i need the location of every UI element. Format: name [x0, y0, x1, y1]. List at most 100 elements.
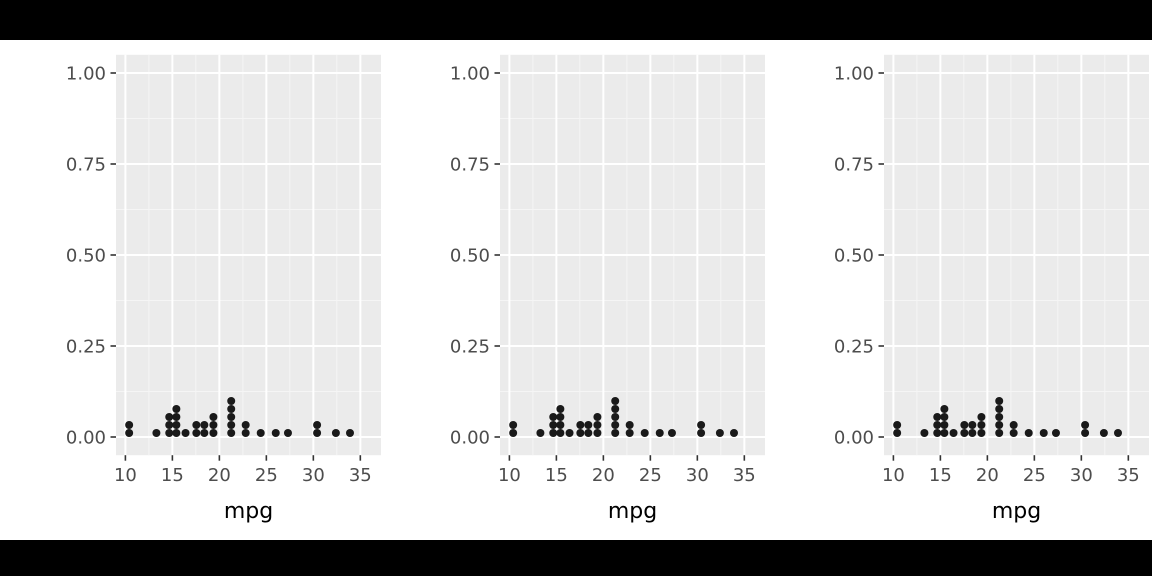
data-dot	[227, 421, 236, 429]
data-dot	[165, 413, 174, 421]
y-tick-label: 0.00	[834, 428, 874, 449]
data-dot	[172, 413, 181, 421]
data-dot	[556, 405, 565, 413]
data-dot	[271, 429, 280, 437]
data-dot	[192, 429, 201, 437]
data-dot	[1113, 429, 1122, 437]
data-dot	[509, 421, 518, 429]
data-dot	[549, 413, 558, 421]
data-dot	[933, 413, 942, 421]
y-tick-label: 0.75	[450, 155, 490, 176]
x-tick-label: 20	[208, 465, 231, 486]
data-dot	[313, 421, 322, 429]
data-dot	[256, 429, 265, 437]
data-dot	[152, 429, 161, 437]
x-tick-label: 15	[161, 465, 184, 486]
letterbox-top	[0, 0, 1152, 40]
y-tick-label: 0.50	[66, 246, 106, 267]
x-tick-label: 35	[349, 465, 372, 486]
data-dot	[1081, 429, 1090, 437]
data-dot	[200, 429, 209, 437]
data-dot	[640, 429, 649, 437]
data-dot	[227, 429, 236, 437]
data-dot	[995, 429, 1004, 437]
data-dot	[940, 429, 949, 437]
data-dot	[625, 429, 634, 437]
data-dot	[697, 429, 706, 437]
y-tick-label: 0.00	[450, 428, 490, 449]
data-dot	[593, 429, 602, 437]
data-dot	[576, 421, 585, 429]
x-tick-label: 30	[302, 465, 325, 486]
x-tick-label: 30	[1070, 465, 1093, 486]
data-dot	[893, 429, 902, 437]
data-dot	[200, 421, 209, 429]
data-dot	[549, 429, 558, 437]
x-axis-title: mpg	[992, 499, 1041, 524]
data-dot	[576, 429, 585, 437]
x-tick-label: 25	[639, 465, 662, 486]
data-dot	[556, 413, 565, 421]
y-tick-label: 0.50	[450, 246, 490, 267]
data-dot	[940, 405, 949, 413]
data-dot	[549, 421, 558, 429]
data-dot	[949, 429, 958, 437]
x-tick-label: 30	[686, 465, 709, 486]
x-tick-label: 35	[1117, 465, 1140, 486]
dotplot-panel-3: 1.00 0.75 0.50 0.25 0.00 10 15 20 25 30 35 mpg	[768, 40, 1152, 540]
data-dot	[331, 429, 340, 437]
data-dot	[181, 429, 190, 437]
data-dot	[611, 397, 620, 405]
data-dot	[172, 429, 181, 437]
data-dot	[977, 429, 986, 437]
dotplot-panel-1: 1.00 0.75 0.50 0.25 0.00 10 15 20 25 30 35 mpg	[0, 40, 384, 540]
data-dot	[227, 405, 236, 413]
data-dot	[556, 421, 565, 429]
data-dot	[556, 429, 565, 437]
data-dot	[1099, 429, 1108, 437]
data-dot	[920, 429, 929, 437]
y-tick-label: 0.00	[66, 428, 106, 449]
data-dot	[715, 429, 724, 437]
data-dot	[1081, 421, 1090, 429]
plot-canvas: 1.00 0.75 0.50 0.25 0.00 10 15 20 25 30 35 mpg 1.00…	[0, 40, 1152, 540]
data-dot	[611, 429, 620, 437]
data-dot	[729, 429, 738, 437]
data-dot	[968, 429, 977, 437]
data-dot	[536, 429, 545, 437]
data-dot	[125, 429, 134, 437]
y-tick-label: 0.50	[834, 246, 874, 267]
data-dot	[893, 421, 902, 429]
y-tick-label: 1.00	[66, 64, 106, 85]
dotplot-svg-1: 1.00 0.75 0.50 0.25 0.00 10 15 20 25 30 35 mpg	[66, 54, 381, 524]
data-dot	[565, 429, 574, 437]
data-dot	[611, 421, 620, 429]
x-tick-label: 10	[498, 465, 521, 486]
data-dot	[995, 405, 1004, 413]
data-dot	[593, 413, 602, 421]
data-dot	[241, 421, 250, 429]
data-dot	[584, 429, 593, 437]
data-dot	[209, 413, 218, 421]
data-dot	[933, 429, 942, 437]
data-dot	[995, 421, 1004, 429]
data-dot	[165, 421, 174, 429]
data-dot	[611, 405, 620, 413]
x-tick-label: 10	[882, 465, 905, 486]
data-dot	[509, 429, 518, 437]
dotplot-svg-3: 1.00 0.75 0.50 0.25 0.00 10 15 20 25 30 35 mpg	[834, 54, 1149, 524]
letterbox-bottom	[0, 540, 1152, 576]
dotplot-panel-2: 1.00 0.75 0.50 0.25 0.00 10 15 20 25 30 35 mpg	[384, 40, 768, 540]
data-dot	[165, 429, 174, 437]
data-dot	[584, 421, 593, 429]
data-dot	[697, 421, 706, 429]
data-dot	[960, 429, 969, 437]
data-dot	[1009, 429, 1018, 437]
data-dot	[1039, 429, 1048, 437]
y-tick-label: 0.75	[834, 155, 874, 176]
data-dot	[995, 397, 1004, 405]
y-tick-label: 0.25	[834, 337, 874, 358]
data-dot	[611, 413, 620, 421]
data-dot	[977, 421, 986, 429]
